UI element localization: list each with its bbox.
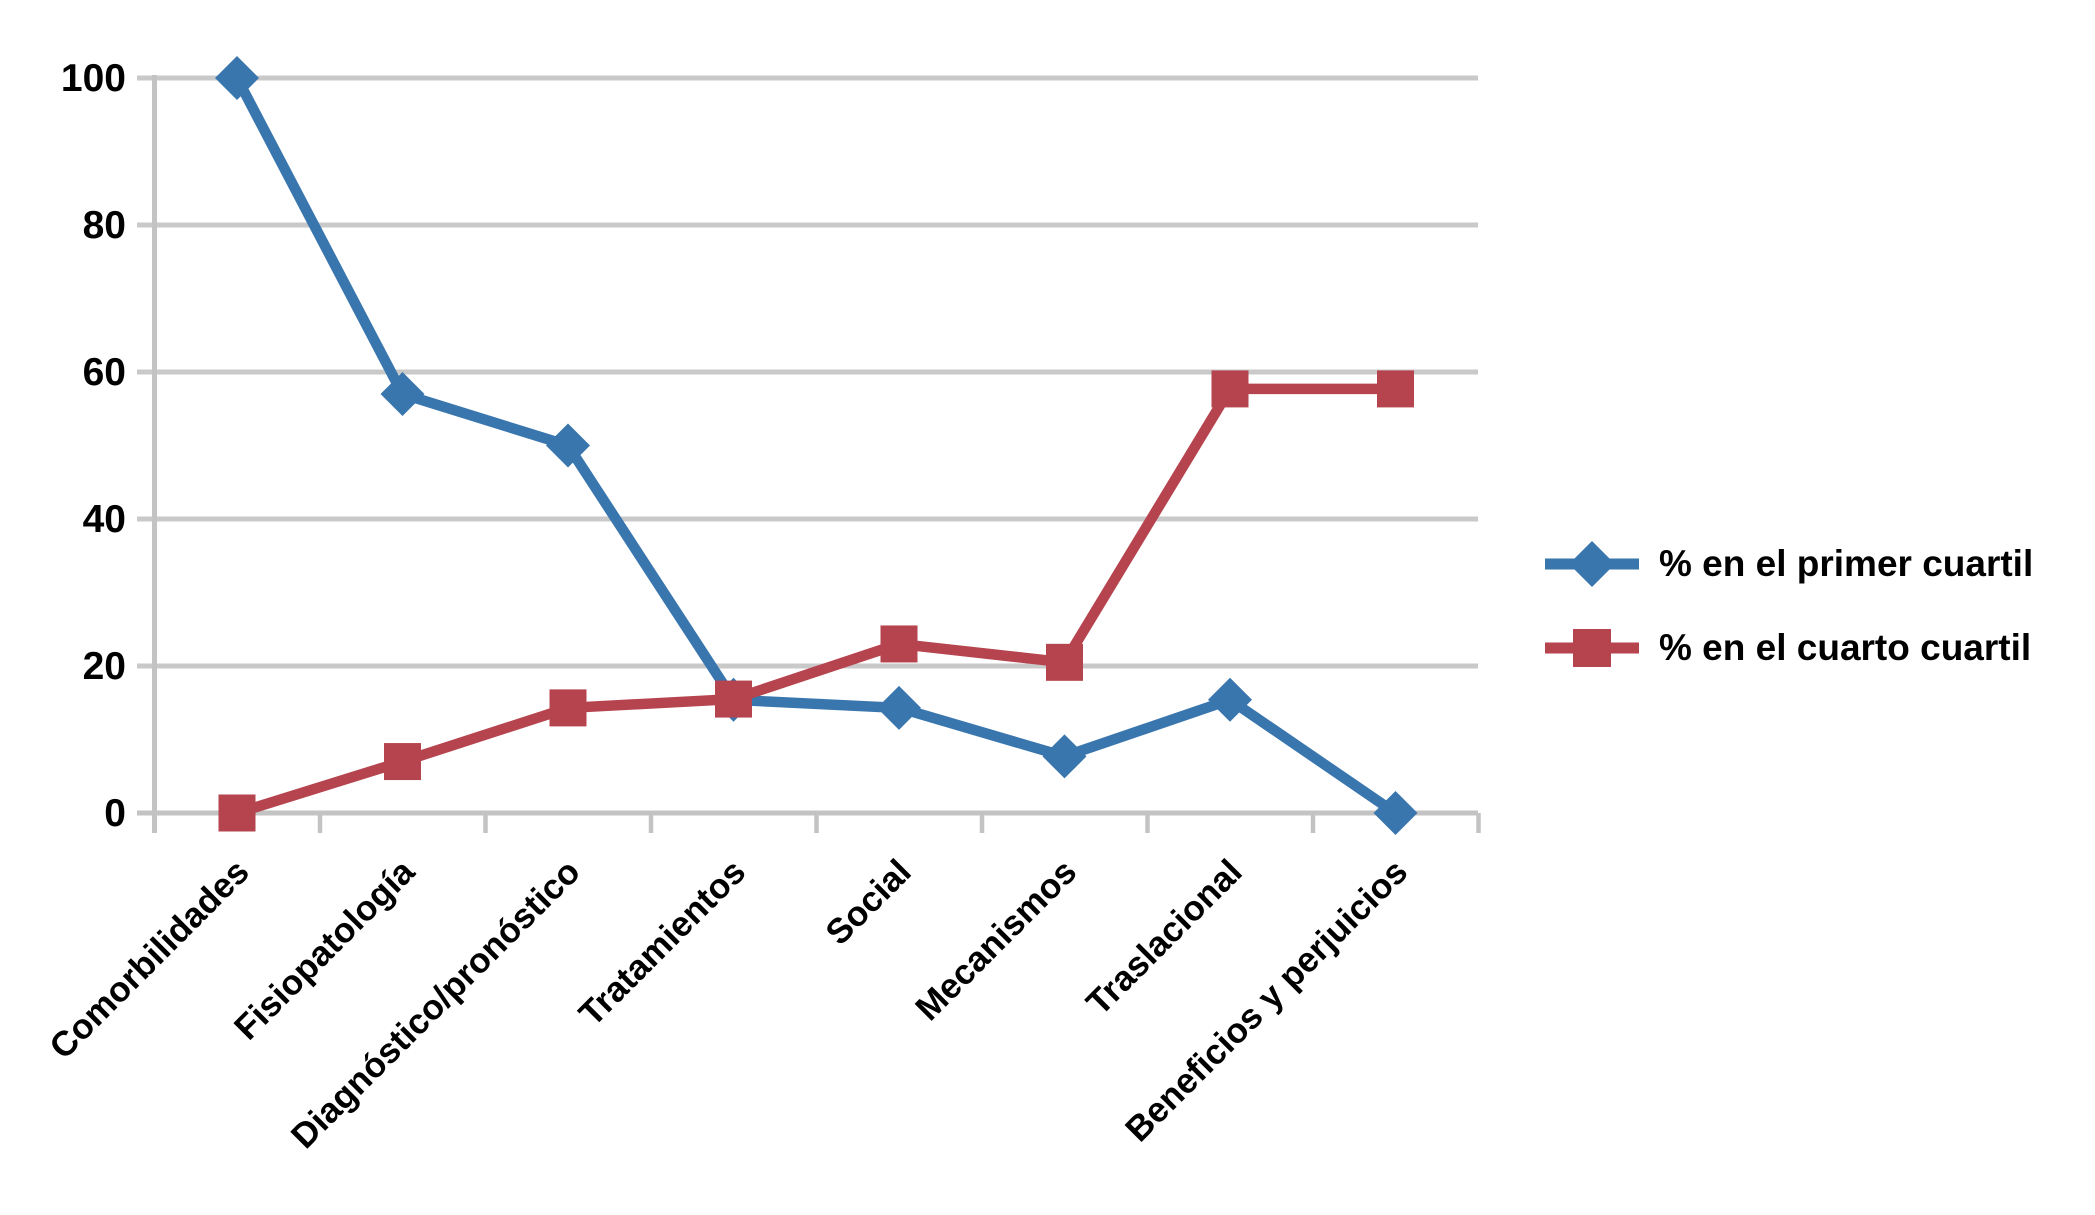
data-point-square — [384, 743, 421, 781]
data-point-square — [218, 794, 256, 832]
series-line-1 — [235, 383, 1396, 819]
data-point-diamond — [380, 372, 425, 417]
data-point-square — [880, 625, 918, 663]
data-point-diamond — [1042, 734, 1087, 779]
x-axis-label: Beneficios y perjuicios — [1118, 852, 1415, 1149]
data-point-diamond — [877, 685, 921, 730]
y-axis-tick-label: 80 — [83, 204, 126, 247]
data-point-square — [549, 689, 587, 727]
x-axis-label: Social — [818, 852, 918, 952]
series-line-0 — [232, 75, 1399, 818]
y-axis-tick-label: 40 — [83, 498, 126, 541]
y-axis-tick-label: 100 — [61, 57, 126, 100]
y-axis-tick-label: 20 — [83, 645, 126, 688]
data-point-diamond — [546, 423, 590, 468]
y-axis-tick-label: 0 — [104, 792, 126, 835]
x-axis-label: Traslacional — [1079, 852, 1250, 1023]
data-point-square — [1211, 370, 1249, 408]
x-axis-label: Mecanismos — [908, 852, 1084, 1028]
y-axis-tick-label: 60 — [83, 351, 126, 394]
data-point-diamond — [1373, 791, 1418, 835]
x-axis-label: Tratamientos — [572, 852, 754, 1034]
data-point-square — [1046, 643, 1083, 681]
x-axis-label: Diagnóstico/pronóstico — [284, 852, 588, 1156]
data-point-square — [1377, 370, 1414, 408]
data-point-diamond — [215, 56, 259, 100]
data-point-square — [715, 680, 752, 718]
x-axis-label: Comorbilidades — [42, 852, 257, 1067]
data-point-diamond — [1208, 677, 1252, 722]
